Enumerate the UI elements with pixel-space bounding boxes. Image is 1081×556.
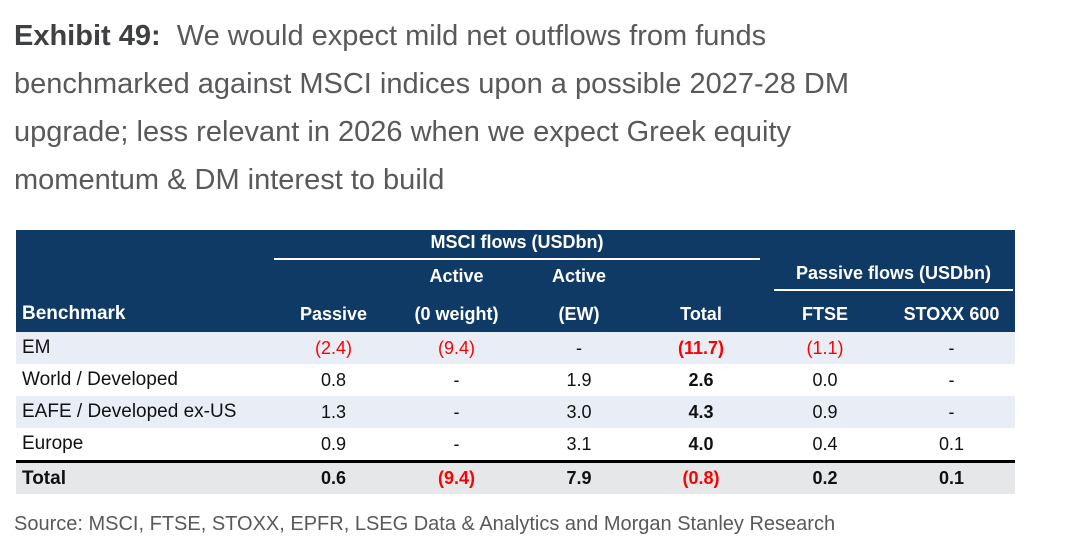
table-cell: 1.9 [518,364,640,396]
row-label: Total [16,460,272,494]
table-cell: 7.9 [518,460,640,494]
title-line-3: upgrade; less relevant in 2026 when we e… [14,116,792,148]
header-stoxx-600: STOXX 600 [888,292,1015,332]
table-cell: 0.9 [762,396,888,428]
exhibit-page: Exhibit 49: We would expect mild net out… [14,12,1064,535]
table-cell: - [395,364,518,396]
flows-table: Benchmark MSCI flows (USDbn) Active Acti… [16,230,1015,494]
table-cell: - [888,364,1015,396]
header-spacer [762,230,1015,261]
exhibit-title: Exhibit 49: We would expect mild net out… [14,12,1064,204]
table-cell: 0.4 [762,428,888,462]
table-cell: 0.0 [762,364,888,396]
row-label: Europe [16,428,272,462]
table-row-world-developed: World / Developed 0.8 - 1.9 2.6 0.0 - [16,364,1015,396]
table-cell: 2.6 [640,364,762,396]
table-cell: (9.4) [395,460,518,494]
table-cell: - [395,396,518,428]
header-active-2: Active [518,261,640,292]
header-spacer [272,261,395,292]
table-cell: (2.4) [272,332,395,364]
title-line-2: benchmarked against MSCI indices upon a … [14,68,850,100]
header-total: Total [640,292,762,332]
table-cell: (11.7) [640,332,762,364]
row-label: EAFE / Developed ex-US [16,396,272,428]
table-cell: 0.6 [272,460,395,494]
table-cell: 0.8 [272,364,395,396]
table-cell: 0.2 [762,460,888,494]
table-row-total: Total 0.6 (9.4) 7.9 (0.8) 0.2 0.1 [16,460,1015,494]
exhibit-number-label: Exhibit 49: [14,20,161,52]
table-cell: - [888,396,1015,428]
header-benchmark: Benchmark [16,230,272,332]
header-spacer [640,261,762,292]
group-header-passive-flows-label: Passive flows (USDbn) [774,263,1013,291]
table-cell: 0.1 [888,428,1015,462]
group-header-passive-flows: Passive flows (USDbn) [762,261,1015,292]
table-header: Benchmark MSCI flows (USDbn) Active Acti… [16,230,1015,332]
table-row-europe: Europe 0.9 - 3.1 4.0 0.4 0.1 [16,428,1015,462]
table-cell: - [888,332,1015,364]
title-line-1: Exhibit 49: We would expect mild net out… [14,12,1064,60]
table-cell: 4.3 [640,396,762,428]
header-0-weight: (0 weight) [395,292,518,332]
table-cell: (9.4) [395,332,518,364]
header-active-1: Active [395,261,518,292]
table-row-eafe-developed-ex-us: EAFE / Developed ex-US 1.3 - 3.0 4.3 0.9… [16,396,1015,428]
table-cell: 0.1 [888,460,1015,494]
table-cell: 3.0 [518,396,640,428]
table-cell: - [518,332,640,364]
source-attribution: Source: MSCI, FTSE, STOXX, EPFR, LSEG Da… [14,513,836,535]
header-passive: Passive [272,292,395,332]
header-ew: (EW) [518,292,640,332]
group-header-msci-flows: MSCI flows (USDbn) [272,230,762,261]
table-cell: (1.1) [762,332,888,364]
row-label: EM [16,332,272,364]
header-ftse: FTSE [762,292,888,332]
table-body: EM (2.4) (9.4) - (11.7) (1.1) - World / … [16,332,1015,494]
table-cell: - [395,428,518,462]
table-row-em: EM (2.4) (9.4) - (11.7) (1.1) - [16,332,1015,364]
title-text: We would expect mild net outflows from f… [160,20,767,52]
table-cell: 1.3 [272,396,395,428]
table-cell: 0.9 [272,428,395,462]
row-label: World / Developed [16,364,272,396]
table-cell: 3.1 [518,428,640,462]
table-cell: 4.0 [640,428,762,462]
group-header-msci-flows-label: MSCI flows (USDbn) [274,232,760,260]
title-line-4: momentum & DM interest to build [14,164,445,196]
table-cell: (0.8) [640,460,762,494]
